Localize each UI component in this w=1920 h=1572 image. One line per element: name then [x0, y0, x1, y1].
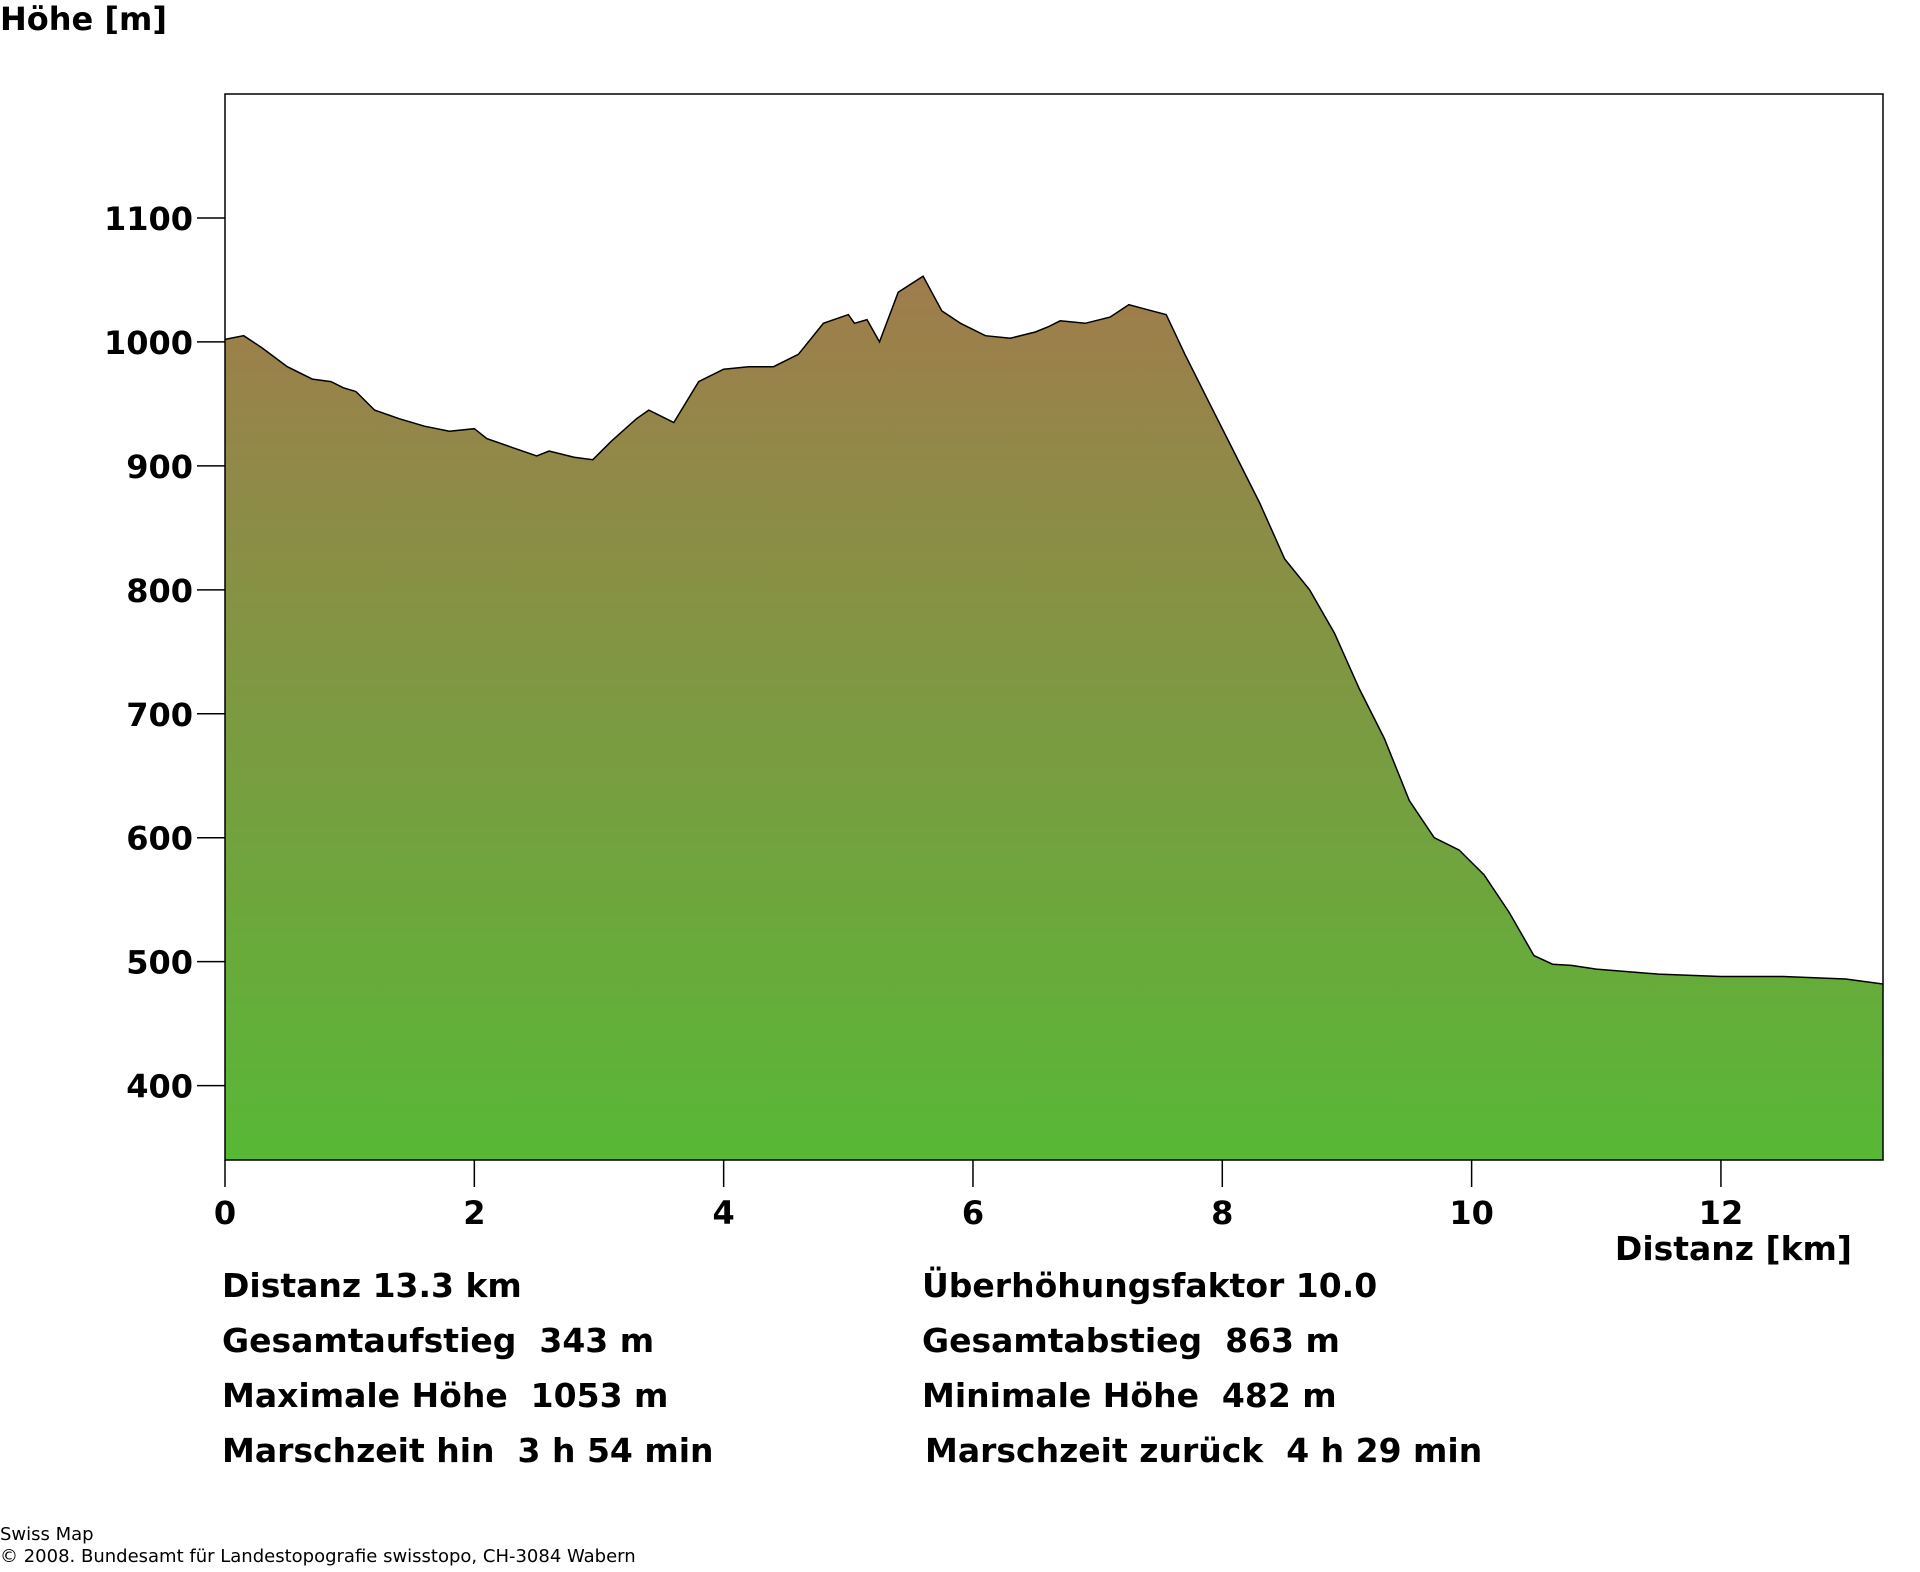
elevation-area	[225, 276, 1883, 1160]
x-tick-label: 2	[463, 1194, 485, 1232]
y-tick-label: 900	[126, 448, 193, 486]
credit-title: Swiss Map	[0, 1524, 94, 1545]
x-tick-label: 10	[1449, 1194, 1494, 1232]
x-tick-label: 6	[962, 1194, 984, 1232]
x-tick-label: 4	[713, 1194, 735, 1232]
elevation-profile-chart: Höhe [m] 400 500 600 700 800 900 1000 1100 0 2 4 6 8…	[0, 0, 1884, 1268]
y-tick-label: 400	[126, 1068, 193, 1106]
x-tick-label: 8	[1211, 1194, 1233, 1232]
y-tick-label: 800	[126, 572, 193, 610]
stat-total-ascent: Gesamtaufstieg 343 m	[222, 1321, 655, 1360]
stat-total-descent: Gesamtabstieg 863 m	[922, 1321, 1340, 1360]
stat-min-height: Minimale Höhe 482 m	[922, 1376, 1337, 1415]
credit-copyright: © 2008. Bundesamt für Landestopografie s…	[0, 1546, 636, 1567]
stat-time-return: Marschzeit zurück 4 h 29 min	[925, 1431, 1483, 1470]
x-tick-label: 0	[214, 1194, 236, 1232]
plot-frame	[224, 93, 1884, 1161]
stat-time-outbound: Marschzeit hin 3 h 54 min	[222, 1431, 714, 1470]
y-tick-label: 500	[126, 944, 193, 982]
y-axis-label: Höhe [m]	[0, 0, 167, 38]
y-tick-label: 600	[126, 820, 193, 858]
stat-max-height: Maximale Höhe 1053 m	[222, 1376, 669, 1415]
y-tick-label: 1000	[104, 324, 193, 362]
elevation-outline	[224, 275, 1884, 985]
stat-distance: Distanz 13.3 km	[222, 1266, 522, 1305]
x-axis-label: Distanz [km]	[1615, 1229, 1852, 1268]
x-tick-label: 12	[1699, 1194, 1744, 1232]
y-tick-label: 700	[126, 696, 193, 734]
stat-exaggeration: Überhöhungsfaktor 10.0	[922, 1266, 1378, 1305]
y-tick-label: 1100	[104, 200, 193, 238]
